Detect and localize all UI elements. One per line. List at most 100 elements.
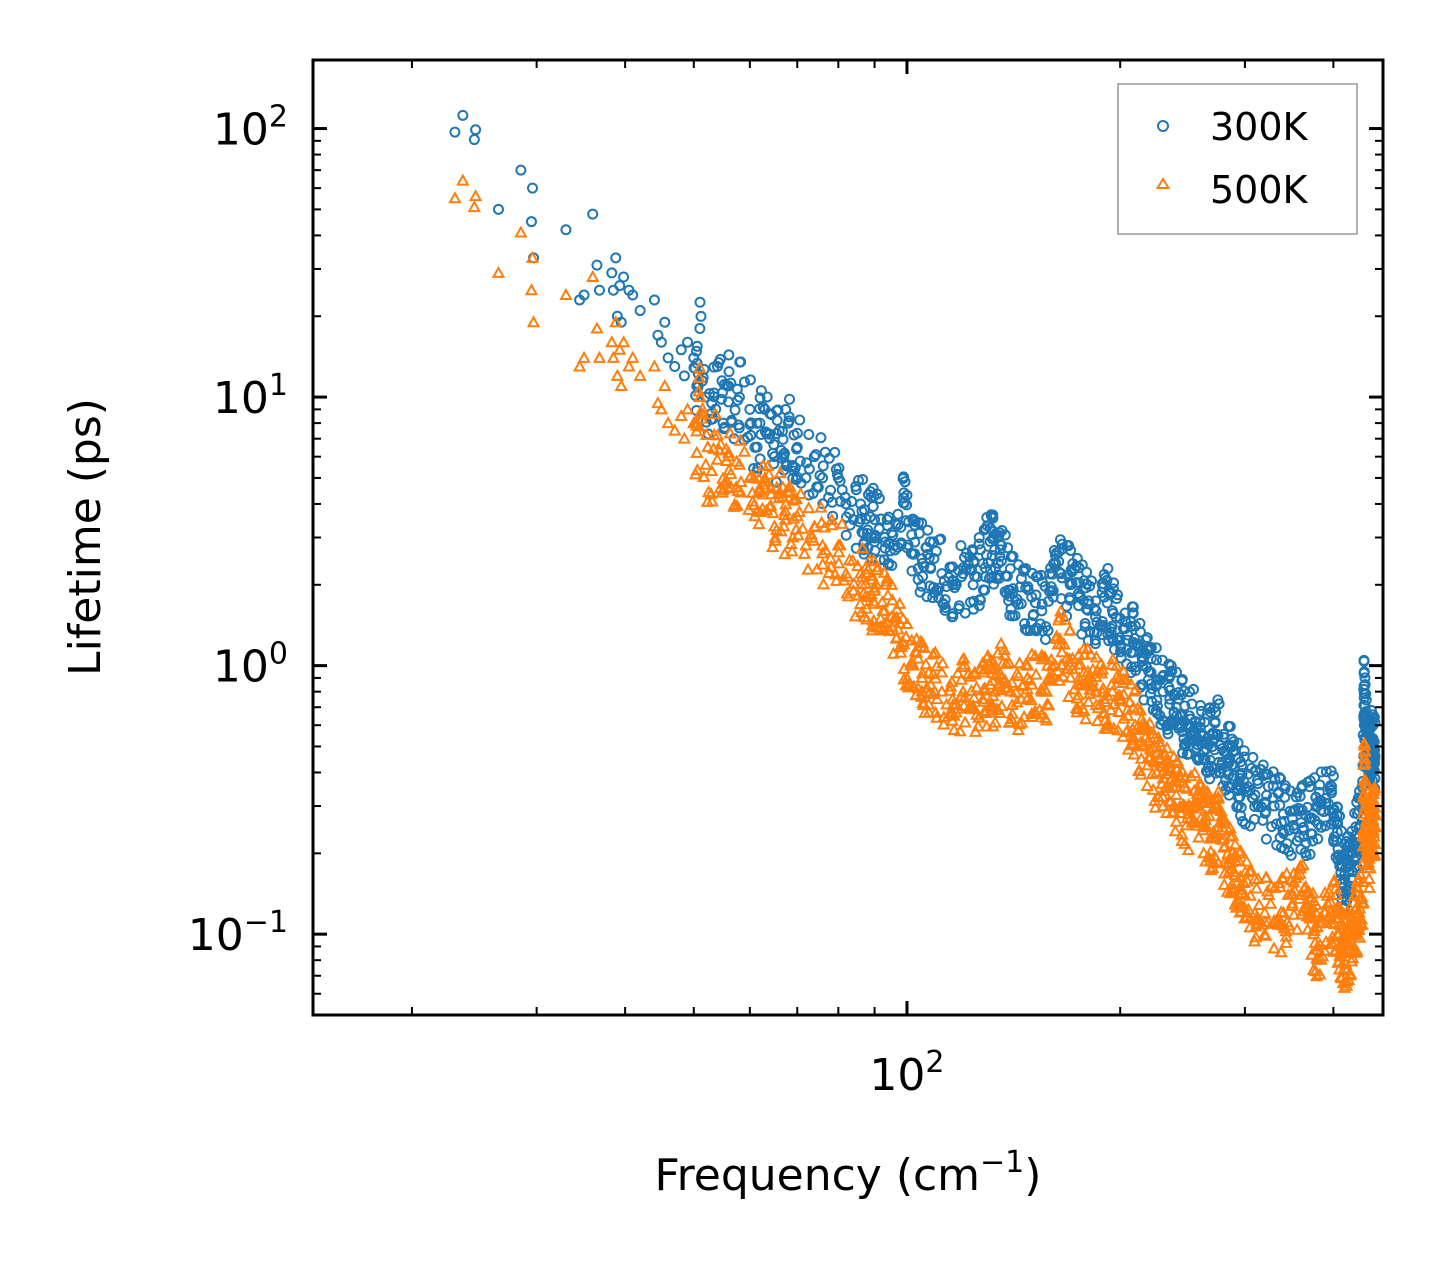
- data-point-500k: [1243, 888, 1257, 901]
- data-point-300k: [916, 517, 928, 529]
- data-point-300k: [1151, 707, 1163, 719]
- data-point-300k: [906, 565, 918, 577]
- data-point-300k: [985, 564, 997, 576]
- data-point-300k: [627, 289, 639, 301]
- data-point-500k: [572, 359, 587, 372]
- data-point-300k: [1312, 796, 1324, 808]
- data-point-300k: [1260, 833, 1272, 845]
- data-point-500k: [1180, 781, 1194, 794]
- data-point-300k: [928, 552, 940, 564]
- data-point-300k: [986, 550, 998, 562]
- data-point-500k: [1296, 858, 1310, 871]
- data-point-300k: [846, 496, 858, 508]
- data-point-500k: [1252, 897, 1266, 910]
- data-point-500k: [1005, 706, 1020, 719]
- data-point-500k: [816, 557, 830, 570]
- data-point-500k: [774, 524, 788, 537]
- data-point-500k: [1306, 963, 1321, 976]
- data-point-500k: [980, 651, 994, 664]
- data-point-500k: [935, 656, 950, 669]
- data-point-500k: [976, 694, 991, 707]
- data-point-500k: [1094, 666, 1109, 679]
- data-point-500k: [1259, 870, 1274, 883]
- data-point-500k: [1169, 814, 1184, 827]
- data-point-300k: [978, 584, 990, 596]
- data-point-500k: [880, 571, 894, 584]
- data-point-300k: [989, 562, 1001, 574]
- legend-marker-300k: [1157, 120, 1169, 132]
- data-point-500k: [1308, 964, 1323, 977]
- legend-label-500k: 500K: [1210, 168, 1309, 212]
- data-point-300k: [947, 611, 959, 623]
- data-point-500k: [1244, 863, 1259, 876]
- data-point-500k: [997, 648, 1012, 661]
- data-point-500k: [1051, 637, 1065, 650]
- data-point-500k: [1029, 667, 1043, 680]
- data-point-500k: [705, 494, 719, 507]
- data-point-500k: [693, 390, 707, 403]
- data-point-500k: [647, 359, 662, 372]
- data-point-500k: [1097, 706, 1112, 719]
- data-point-500k: [841, 589, 856, 602]
- data-point-300k: [1006, 610, 1018, 622]
- data-point-500k: [704, 464, 719, 477]
- data-point-300k: [1015, 573, 1027, 585]
- data-point-500k: [1089, 650, 1103, 663]
- data-point-500k: [1342, 901, 1357, 914]
- data-point-300k: [751, 417, 763, 429]
- data-point-500k: [1015, 715, 1029, 728]
- data-point-500k: [996, 656, 1010, 669]
- data-point-300k: [1207, 729, 1219, 741]
- data-point-500k: [1056, 669, 1070, 682]
- data-point-500k: [1368, 780, 1382, 793]
- data-point-300k: [994, 544, 1006, 556]
- data-point-300k: [723, 366, 735, 378]
- data-point-300k: [1278, 815, 1290, 827]
- data-point-500k: [1124, 677, 1138, 690]
- data-point-300k: [457, 109, 469, 121]
- data-point-500k: [989, 668, 1003, 681]
- data-point-500k: [1290, 922, 1304, 935]
- data-point-500k: [957, 657, 972, 670]
- data-point-500k: [994, 636, 1008, 649]
- data-point-300k: [718, 423, 730, 435]
- data-point-500k: [1288, 884, 1302, 897]
- data-point-500k: [791, 528, 805, 541]
- data-point-500k: [1217, 812, 1232, 825]
- data-point-300k: [745, 429, 757, 441]
- data-point-500k: [1135, 711, 1149, 725]
- data-point-500k: [590, 321, 604, 334]
- data-point-500k: [696, 407, 710, 420]
- data-point-500k: [832, 556, 846, 569]
- data-point-500k: [1350, 880, 1365, 893]
- data-point-500k: [1212, 802, 1226, 815]
- data-point-500k: [1137, 737, 1151, 750]
- data-point-300k: [525, 216, 537, 228]
- data-point-300k: [618, 271, 630, 283]
- data-point-500k: [997, 643, 1011, 656]
- data-point-500k: [690, 445, 704, 458]
- data-point-500k: [1148, 800, 1163, 813]
- data-point-500k: [1234, 904, 1248, 917]
- data-point-500k: [1279, 935, 1293, 948]
- data-point-500k: [614, 378, 628, 391]
- data-point-300k: [606, 267, 618, 279]
- data-point-500k: [764, 498, 778, 511]
- data-point-300k: [979, 562, 991, 574]
- data-point-500k: [467, 200, 482, 213]
- data-point-300k: [1099, 572, 1111, 584]
- data-point-300k: [1176, 675, 1188, 687]
- data-point-500k: [616, 335, 631, 348]
- data-point-300k: [1231, 801, 1243, 813]
- data-point-300k: [678, 370, 690, 382]
- data-point-500k: [1090, 664, 1104, 677]
- data-point-500k: [722, 481, 736, 494]
- y-tick-label: 10−1: [188, 905, 288, 961]
- data-point-500k: [958, 715, 972, 728]
- data-point-500k: [1104, 677, 1119, 691]
- data-point-300k: [1235, 801, 1247, 813]
- data-point-500k: [1285, 898, 1299, 912]
- data-point-300k: [1101, 597, 1113, 609]
- data-point-300k: [922, 524, 934, 536]
- data-point-300k: [610, 252, 622, 264]
